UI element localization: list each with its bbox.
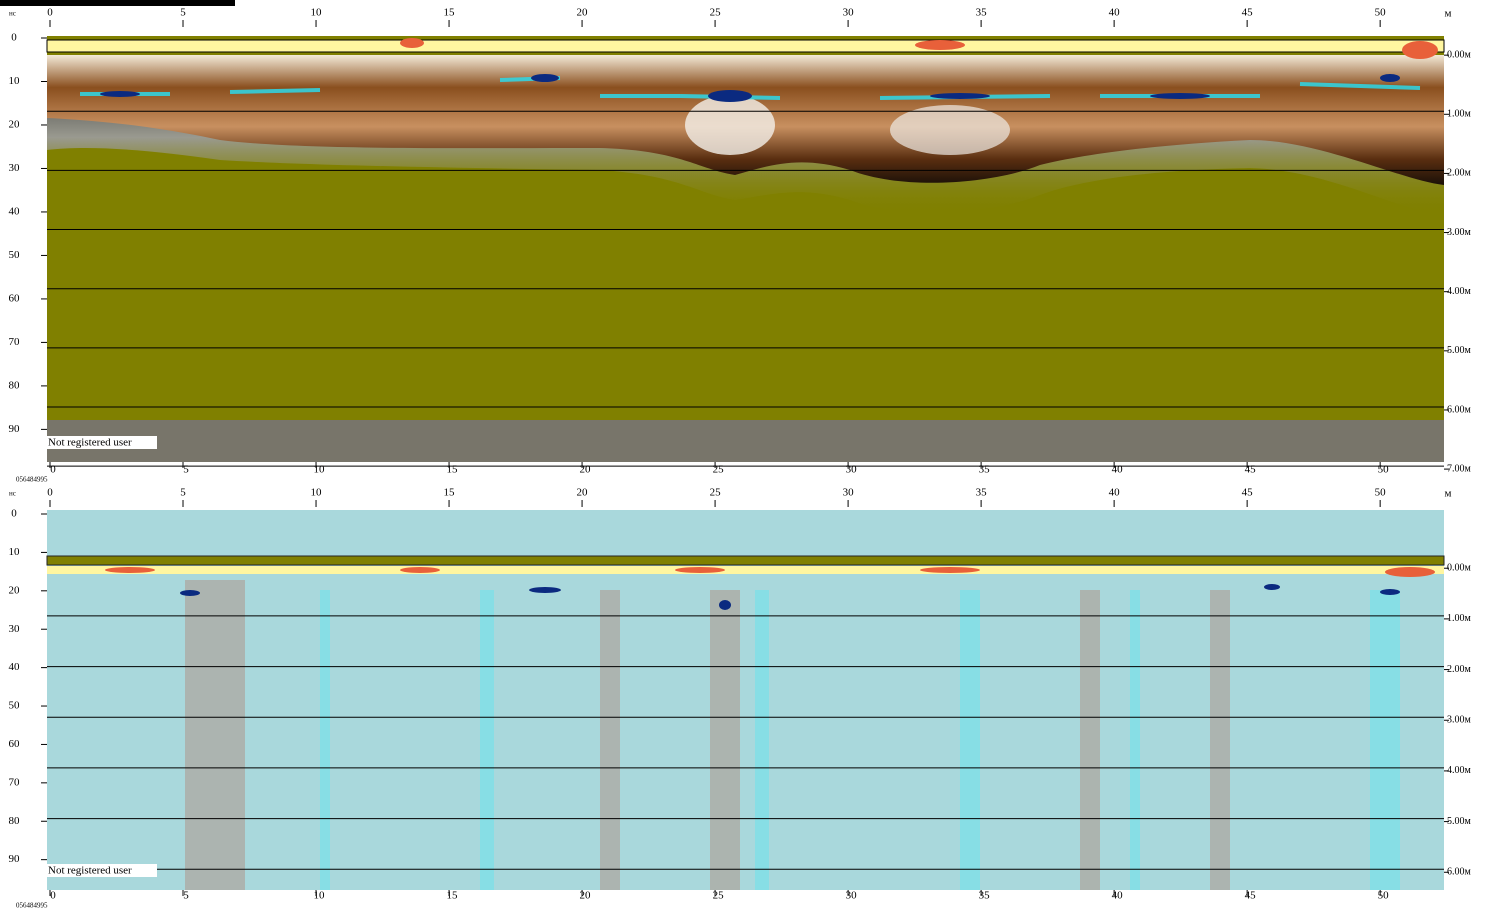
y-tick-label: 80	[9, 815, 21, 827]
x-tick-label: 0	[50, 464, 56, 476]
y-tick-label: 50	[9, 249, 21, 261]
x-tick-label: 40	[1109, 487, 1121, 499]
x-tick-label: 45	[1242, 487, 1254, 499]
x-tick-label: 50	[1378, 464, 1390, 476]
x-tick-label: 50	[1375, 7, 1387, 19]
x-tick-label: 10	[314, 890, 326, 902]
depth-label: 7.00м	[1447, 463, 1472, 474]
y-tick-label: 20	[9, 119, 21, 131]
y-tick-label: 20	[9, 584, 21, 596]
x-tick-label: 35	[979, 890, 991, 902]
x-tick-label: 40	[1109, 7, 1121, 19]
x-tick-label: 35	[979, 464, 991, 476]
y-tick-label: 60	[9, 292, 21, 304]
x-tick-label: 25	[710, 487, 722, 499]
x-tick-label: 5	[180, 7, 186, 19]
x-tick-label: 20	[580, 890, 592, 902]
x-tick-label: 20	[577, 7, 589, 19]
y-tick-label: 0	[11, 32, 17, 44]
depth-label: 5.00м	[1447, 345, 1472, 356]
depth-label: 5.00м	[1447, 816, 1472, 827]
x-tick-label: 50	[1375, 487, 1387, 499]
x-tick-label: 45	[1242, 7, 1254, 19]
x-tick-label: 30	[846, 464, 858, 476]
radargram-image	[46, 510, 1445, 890]
depth-label: 1.00м	[1447, 109, 1472, 120]
x-tick-label: 10	[311, 487, 323, 499]
x-tick-label: 30	[843, 7, 855, 19]
time-unit: нс	[9, 10, 16, 18]
x-tick-label: 5	[180, 487, 186, 499]
watermark-bg	[47, 436, 157, 449]
depth-label: 2.00м	[1447, 664, 1472, 675]
time-unit: нс	[9, 490, 16, 498]
serial: 056484995	[16, 476, 48, 484]
y-tick-label: 30	[9, 623, 21, 635]
depth-label: 2.00м	[1447, 168, 1472, 179]
depth-label: 4.00м	[1447, 286, 1472, 297]
watermark: Not registered user	[48, 865, 132, 877]
x-tick-label: 35	[976, 487, 988, 499]
x-tick-label: 30	[846, 890, 858, 902]
y-tick-label: 70	[9, 336, 21, 348]
x-tick-label: 50	[1378, 890, 1390, 902]
y-tick-label: 70	[9, 776, 21, 788]
x-tick-label: 15	[444, 7, 456, 19]
x-tick-label: 30	[843, 487, 855, 499]
x-tick-label: 15	[447, 464, 459, 476]
watermark-bg	[47, 864, 157, 877]
y-tick-label: 60	[9, 738, 21, 750]
radargram-image	[46, 36, 1445, 462]
watermark: Not registered user	[48, 437, 132, 449]
distance-unit: м	[1445, 8, 1452, 20]
x-tick-label: 0	[47, 487, 53, 499]
y-tick-label: 40	[9, 661, 21, 673]
x-tick-label: 5	[183, 464, 189, 476]
depth-label: 1.00м	[1447, 613, 1472, 624]
depth-label: 4.00м	[1447, 765, 1472, 776]
y-tick-label: 80	[9, 379, 21, 391]
y-tick-label: 40	[9, 205, 21, 217]
distance-unit: м	[1445, 488, 1452, 500]
x-tick-label: 15	[447, 890, 459, 902]
depth-label: 3.00м	[1447, 715, 1472, 726]
serial: 056484995	[16, 902, 48, 910]
y-tick-label: 30	[9, 162, 21, 174]
x-tick-label: 45	[1245, 464, 1257, 476]
depth-label: 3.00м	[1447, 227, 1472, 238]
depth-label: 6.00м	[1447, 404, 1472, 415]
depth-label: 0.00м	[1447, 563, 1472, 574]
x-tick-label: 45	[1245, 890, 1257, 902]
x-tick-label: 25	[710, 7, 722, 19]
y-tick-label: 90	[9, 853, 21, 865]
x-tick-label: 40	[1112, 464, 1124, 476]
depth-label: 0.00м	[1447, 49, 1472, 60]
x-tick-label: 10	[311, 7, 323, 19]
depth-label: 6.00м	[1447, 867, 1472, 878]
x-tick-label: 35	[976, 7, 988, 19]
toolbar[interactable]	[0, 0, 235, 6]
x-tick-label: 0	[47, 7, 53, 19]
y-tick-label: 50	[9, 700, 21, 712]
x-tick-label: 15	[444, 487, 456, 499]
x-tick-label: 0	[50, 890, 56, 902]
y-tick-label: 10	[9, 75, 21, 87]
x-tick-label: 5	[183, 890, 189, 902]
y-tick-label: 90	[9, 423, 21, 435]
x-tick-label: 25	[713, 890, 725, 902]
x-tick-label: 20	[580, 464, 592, 476]
x-tick-label: 10	[314, 464, 326, 476]
y-tick-label: 10	[9, 546, 21, 558]
y-tick-label: 0	[11, 508, 17, 520]
x-tick-label: 20	[577, 487, 589, 499]
x-tick-label: 40	[1112, 890, 1124, 902]
x-tick-label: 25	[713, 464, 725, 476]
